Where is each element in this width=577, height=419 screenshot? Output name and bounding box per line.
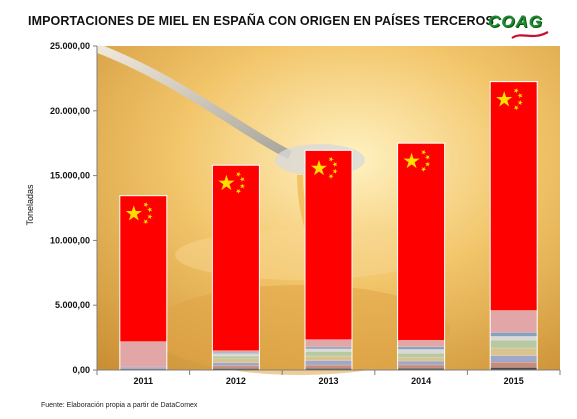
flag-small-star: [332, 168, 338, 174]
bar-2012: [211, 164, 260, 371]
bar-segment: [397, 353, 445, 358]
flag-small-star: [328, 156, 334, 163]
axes-group: 0,00 5.000,00 10.000,00 15.000,00 20.000,00 2…: [50, 41, 561, 386]
bar-segment: [304, 360, 353, 366]
y-tick-label: 10.000,00: [50, 235, 90, 245]
bar-segment: [212, 355, 260, 359]
logo-swoosh-icon: [511, 31, 549, 39]
source-note: Fuente: Elaboración propia a partir de D…: [41, 402, 198, 409]
bar-segment: [489, 81, 538, 311]
logo-text: COAG: [488, 12, 543, 31]
flag-small-star: [147, 207, 153, 213]
flag-small-star: [517, 93, 523, 99]
x-tick-label: 2014: [411, 376, 431, 386]
bar-segment: [119, 366, 168, 370]
china-flag-icon: [496, 88, 523, 111]
bar-segment: [212, 353, 260, 357]
china-flag-icon: [403, 149, 431, 172]
flag-small-star: [236, 171, 242, 177]
bar-segment: [119, 195, 168, 342]
bar-segment: [489, 347, 538, 356]
chart-title: IMPORTACIONES DE MIEL EN ESPAÑA CON ORIG…: [28, 14, 494, 28]
bar-segment: [397, 142, 445, 341]
bar-segment: [212, 164, 260, 351]
flag-big-star: [125, 205, 142, 221]
bar-segment: [397, 356, 445, 362]
bar-2015: [489, 81, 538, 371]
bar-2014: [397, 142, 446, 371]
flag-small-star: [421, 149, 427, 155]
bar-segment: [397, 360, 445, 366]
y-tick-label: 15.000,00: [50, 171, 90, 181]
bar-2013: [304, 149, 353, 371]
flag-small-star: [513, 105, 519, 111]
bars-group: [119, 81, 538, 371]
bar-segment: [119, 341, 168, 368]
flag-small-star: [328, 174, 334, 180]
flag-small-star: [239, 176, 245, 182]
flag-small-star: [420, 166, 427, 172]
y-tick-label: 25.000,00: [50, 41, 90, 51]
flag-small-star: [425, 161, 431, 167]
bar-segment: [489, 339, 538, 349]
flag-small-star: [513, 88, 519, 94]
bar-segment: [489, 332, 538, 337]
bar-segment: [212, 350, 260, 353]
bar-segment: [304, 364, 353, 369]
bar-segment: [304, 355, 353, 361]
flag-small-star: [147, 213, 153, 220]
bar-segment: [489, 355, 538, 363]
flag-small-star: [235, 188, 242, 195]
china-flag-icon: [125, 202, 153, 225]
flag-big-star: [403, 152, 420, 169]
china-flag-icon: [218, 171, 246, 195]
bar-segment: [397, 349, 445, 354]
y-axis-label: Toneladas: [25, 184, 35, 226]
bar-segment: [489, 336, 538, 341]
flag-small-star: [239, 183, 246, 189]
flag-small-star: [332, 161, 338, 168]
flag-big-star: [310, 159, 328, 176]
bar-segment: [304, 348, 353, 352]
flag-small-star: [143, 202, 149, 208]
bar-segment: [304, 339, 353, 348]
flag-big-star: [218, 174, 235, 191]
y-tick-label: 20.000,00: [50, 106, 90, 116]
x-tick-label: 2011: [134, 376, 154, 386]
x-tick-label: 2012: [226, 376, 246, 386]
flag-big-star: [496, 91, 513, 107]
flag-small-star: [143, 219, 149, 225]
china-flag-icon: [310, 156, 338, 180]
flag-small-star: [517, 99, 523, 106]
x-tick-label: 2013: [318, 376, 338, 386]
bar-segment: [489, 361, 538, 368]
bar-segment: [397, 364, 445, 369]
bar-segment: [304, 351, 353, 357]
flag-small-star: [424, 154, 430, 160]
bar-segment: [212, 362, 260, 367]
bar-segment: [397, 339, 445, 348]
bar-segment: [397, 346, 445, 350]
x-tick-label: 2015: [504, 376, 524, 386]
bar-segment: [212, 365, 260, 369]
y-tick-label: 0,00: [72, 365, 90, 375]
bar-segment: [304, 150, 353, 340]
bar-segment: [212, 358, 260, 363]
coag-logo: COAG: [488, 12, 550, 42]
bar-segment: [489, 310, 538, 333]
bar-2011: [119, 195, 168, 371]
y-tick-label: 5.000,00: [55, 300, 90, 310]
bar-segment: [304, 346, 353, 350]
